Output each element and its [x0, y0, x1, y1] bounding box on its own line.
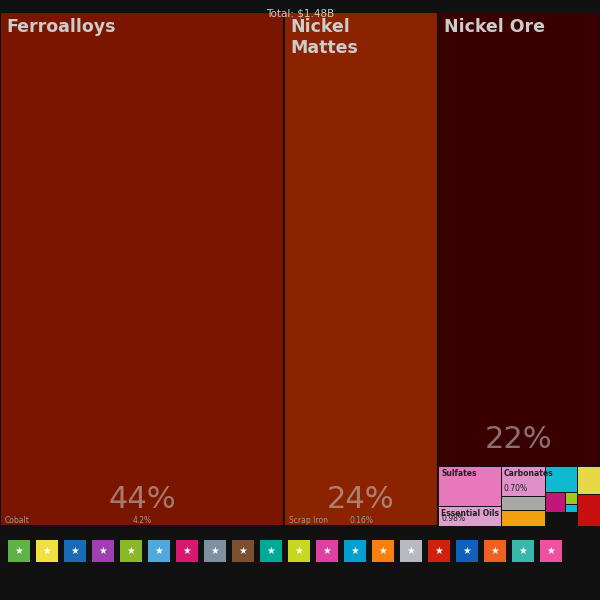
Bar [316, 540, 338, 562]
Bar [545, 492, 565, 512]
Bar [344, 540, 366, 562]
Text: 0.70%: 0.70% [504, 484, 528, 493]
Bar [64, 540, 86, 562]
Bar [204, 540, 226, 562]
Bar [577, 466, 600, 494]
Bar [400, 540, 422, 562]
Text: ★: ★ [155, 546, 163, 556]
Text: ★: ★ [547, 546, 556, 556]
Bar [501, 496, 545, 510]
Bar [501, 466, 545, 496]
Bar [512, 540, 534, 562]
Bar [438, 506, 501, 526]
Bar [284, 12, 438, 526]
Text: 22%: 22% [485, 425, 553, 454]
Text: ★: ★ [350, 546, 359, 556]
Bar [484, 540, 506, 562]
Bar [540, 540, 562, 562]
Text: 24%: 24% [327, 485, 395, 514]
Bar [565, 492, 577, 504]
Text: Ferroalloys: Ferroalloys [6, 18, 115, 36]
Bar [120, 540, 142, 562]
Bar [438, 12, 600, 466]
Bar [0, 12, 284, 526]
Text: ★: ★ [239, 546, 247, 556]
Text: Carbonates: Carbonates [504, 469, 554, 478]
Bar [577, 494, 600, 526]
Bar [260, 540, 282, 562]
Text: 0.98%: 0.98% [441, 514, 465, 523]
Bar [92, 540, 114, 562]
Text: ★: ★ [407, 546, 415, 556]
Text: Scrap Iron: Scrap Iron [289, 516, 328, 525]
Text: ★: ★ [295, 546, 304, 556]
Bar [456, 540, 478, 562]
Text: ★: ★ [379, 546, 388, 556]
Text: ★: ★ [211, 546, 220, 556]
Bar [438, 466, 501, 526]
Text: ★: ★ [266, 546, 275, 556]
Text: ★: ★ [518, 546, 527, 556]
Bar [372, 540, 394, 562]
Bar [176, 540, 198, 562]
Bar [501, 510, 545, 526]
Bar [545, 466, 577, 512]
Text: ★: ★ [43, 546, 52, 556]
Text: Essential Oils: Essential Oils [441, 509, 499, 518]
Text: ★: ★ [98, 546, 107, 556]
Text: Total: $1.48B: Total: $1.48B [266, 8, 334, 18]
Bar [148, 540, 170, 562]
Text: ★: ★ [434, 546, 443, 556]
Text: ★: ★ [463, 546, 472, 556]
Text: ★: ★ [127, 546, 136, 556]
Text: Cobalt: Cobalt [5, 516, 30, 525]
Bar [428, 540, 450, 562]
Text: ★: ★ [323, 546, 331, 556]
Text: Sulfates: Sulfates [441, 469, 476, 478]
Text: 4.2%: 4.2% [133, 516, 152, 525]
Text: ★: ★ [491, 546, 499, 556]
Text: ★: ★ [14, 546, 23, 556]
Text: ★: ★ [71, 546, 79, 556]
Bar [232, 540, 254, 562]
Text: Nickel Ore: Nickel Ore [444, 18, 545, 36]
Text: ★: ★ [182, 546, 191, 556]
Text: 44%: 44% [108, 485, 176, 514]
Bar [8, 540, 30, 562]
Text: Nickel
Mattes: Nickel Mattes [290, 18, 358, 57]
Bar [36, 540, 58, 562]
Text: 0.16%: 0.16% [349, 516, 373, 525]
Bar [288, 540, 310, 562]
Bar [0, 534, 600, 568]
